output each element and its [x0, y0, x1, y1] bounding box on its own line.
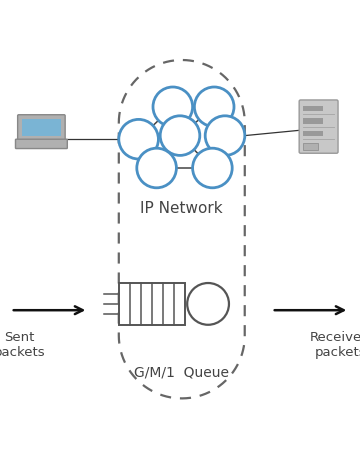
FancyBboxPatch shape	[299, 101, 338, 154]
Circle shape	[187, 283, 229, 325]
FancyBboxPatch shape	[15, 140, 67, 149]
Text: IP Network: IP Network	[140, 200, 223, 216]
Circle shape	[194, 88, 234, 127]
Bar	[303, 119, 323, 125]
Text: Sent
packets: Sent packets	[0, 330, 46, 358]
Bar	[303, 144, 318, 150]
Circle shape	[153, 88, 193, 127]
Circle shape	[160, 117, 200, 156]
Text: G/M/1  Queue: G/M/1 Queue	[134, 364, 229, 379]
Circle shape	[137, 149, 176, 188]
Bar	[22, 119, 61, 137]
Circle shape	[193, 149, 232, 188]
Bar	[119, 283, 185, 325]
FancyBboxPatch shape	[18, 115, 65, 141]
Bar	[303, 131, 323, 137]
Bar	[303, 106, 323, 112]
Circle shape	[205, 117, 245, 156]
Text: Received
packets: Received packets	[310, 330, 360, 358]
Circle shape	[119, 120, 158, 160]
